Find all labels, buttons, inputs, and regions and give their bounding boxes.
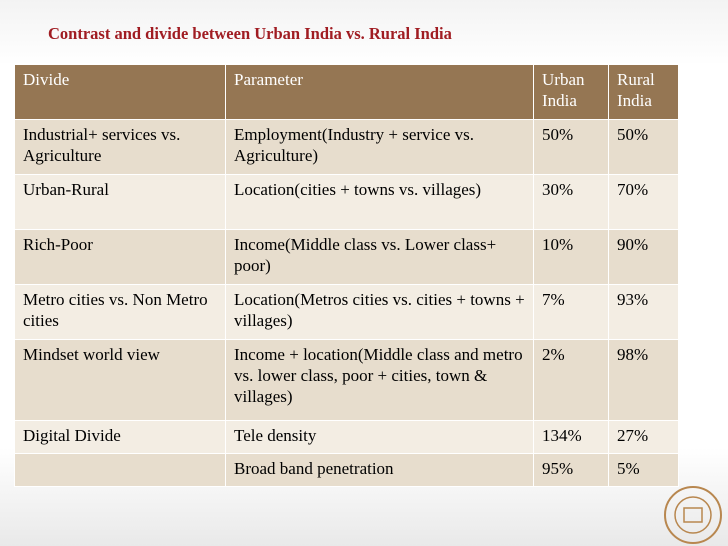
header-row: Divide Parameter Urban India Rural India xyxy=(14,64,679,120)
table-cell: 93% xyxy=(608,284,679,340)
table-cell: 7% xyxy=(533,284,609,340)
university-seal xyxy=(664,486,722,544)
column-header: Urban India xyxy=(533,64,609,120)
table-row: Industrial+ services vs. Agriculture Empl… xyxy=(14,119,679,175)
table-cell: 134% xyxy=(533,420,609,454)
table-cell: Digital Divide xyxy=(14,420,226,454)
table-cell: Broad band penetration xyxy=(225,453,534,487)
table-cell: Urban-Rural xyxy=(14,174,226,230)
table-row: Urban-Rural Location(cities + towns vs. v… xyxy=(14,174,679,230)
table-cell: Industrial+ services vs. Agriculture xyxy=(14,119,226,175)
table-cell: Income + location(Middle class and metro… xyxy=(225,339,534,421)
table-cell: 5% xyxy=(608,453,679,487)
table-cell: 90% xyxy=(608,229,679,285)
table-row: Broad band penetration 95% 5% xyxy=(14,453,679,487)
column-header: Parameter xyxy=(225,64,534,120)
table-cell: Tele density xyxy=(225,420,534,454)
table-cell xyxy=(14,453,226,487)
table-cell: 95% xyxy=(533,453,609,487)
table-body: Industrial+ services vs. Agriculture Empl… xyxy=(14,119,679,487)
table-cell: 10% xyxy=(533,229,609,285)
table-cell: 50% xyxy=(608,119,679,175)
table-cell: 30% xyxy=(533,174,609,230)
table-cell: Income(Middle class vs. Lower class+ poo… xyxy=(225,229,534,285)
table-cell: Employment(Industry + service vs. Agricu… xyxy=(225,119,534,175)
table-cell: 2% xyxy=(533,339,609,421)
column-header: Divide xyxy=(14,64,226,120)
table-cell: 50% xyxy=(533,119,609,175)
table-cell: Location(Metros cities vs. cities + town… xyxy=(225,284,534,340)
column-header: Rural India xyxy=(608,64,679,120)
table-row: Metro cities vs. Non Metro cities Locatio… xyxy=(14,284,679,340)
slide-title: Contrast and divide between Urban India … xyxy=(48,24,452,43)
table-cell: Rich-Poor xyxy=(14,229,226,285)
table-row: Digital Divide Tele density 134% 27% xyxy=(14,420,679,454)
table-cell: Location(cities + towns vs. villages) xyxy=(225,174,534,230)
table-cell: 98% xyxy=(608,339,679,421)
table-cell: 70% xyxy=(608,174,679,230)
table-row: Mindset world view Income + location(Midd… xyxy=(14,339,679,421)
table-row: Rich-Poor Income(Middle class vs. Lower c… xyxy=(14,229,679,285)
table-cell: Metro cities vs. Non Metro cities xyxy=(14,284,226,340)
divide-table: Divide Parameter Urban India Rural India In… xyxy=(14,64,679,487)
table-cell: Mindset world view xyxy=(14,339,226,421)
table-cell: 27% xyxy=(608,420,679,454)
